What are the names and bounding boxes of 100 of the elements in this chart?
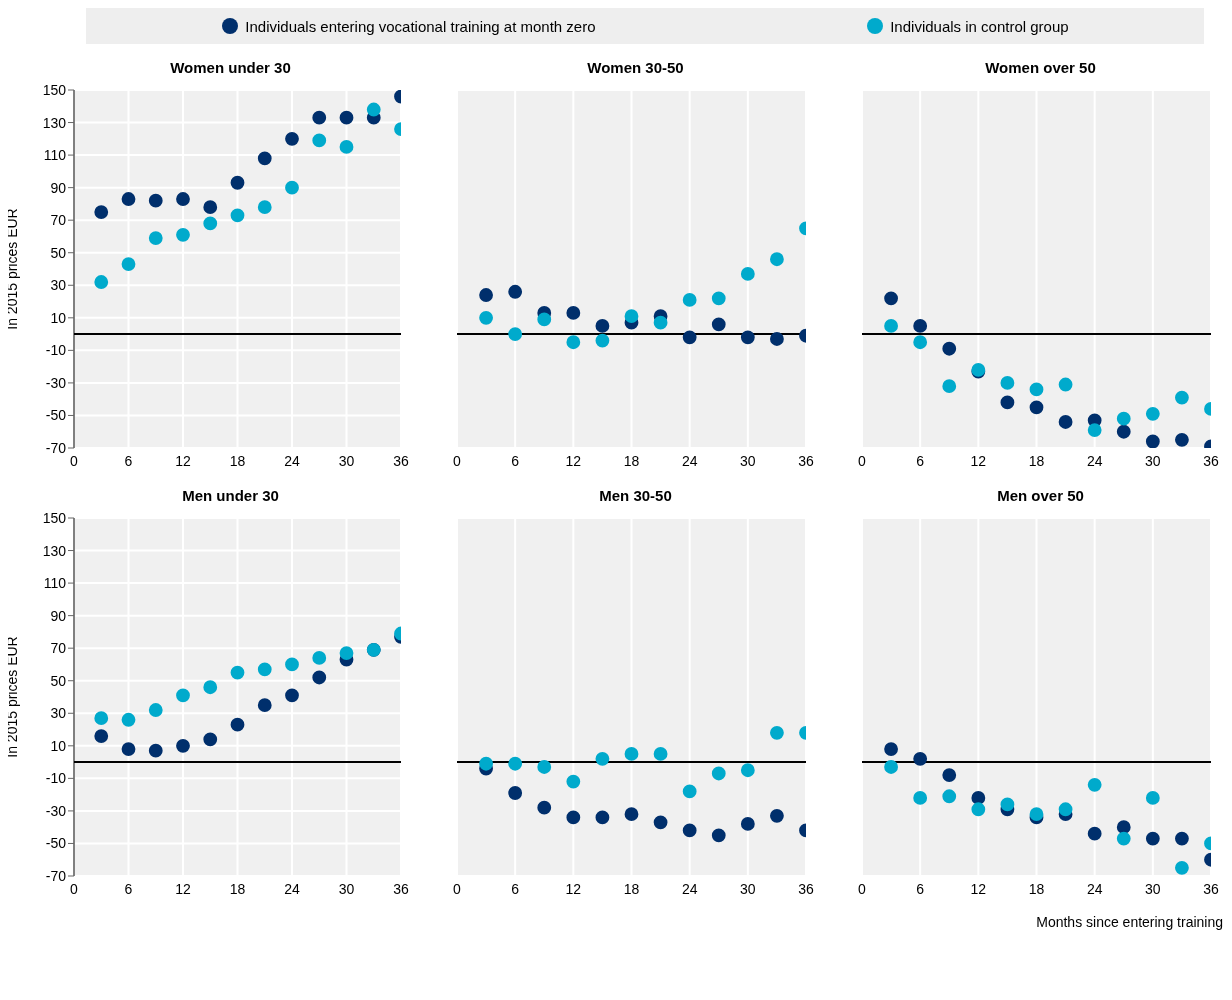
chart-title: Women over 50 [984,58,1097,78]
y-tick-label: 90 [50,179,67,196]
point [508,756,523,771]
point [285,131,299,146]
point [770,252,784,267]
point [595,319,610,333]
point [257,200,272,215]
x-tick-label: 12 [970,452,987,469]
point [942,789,957,804]
point [740,763,755,778]
point [1145,831,1160,846]
y-tick-label: -70 [45,439,67,456]
y-tick-label: 130 [42,114,67,131]
point [312,651,327,665]
x-tick-label: 6 [124,452,133,469]
x-tick-label: 24 [284,452,300,469]
y-tick-label: 90 [50,607,67,624]
point [257,698,272,713]
point [94,729,109,743]
point [682,823,697,838]
point [203,680,218,695]
point [624,807,639,822]
point [203,200,218,215]
point [682,784,697,799]
legend-label: Individuals in control group [889,17,1069,35]
point [285,688,299,703]
point [1116,820,1131,835]
y-tick-label: 50 [50,672,67,689]
point [203,732,218,747]
y-tick-label: -50 [45,407,67,424]
point [740,330,755,345]
point [285,180,299,195]
point [682,293,697,307]
y-tick-label: 70 [50,212,67,229]
point [1029,400,1044,415]
y-tick-label: 30 [50,277,67,294]
legend-label: Individuals entering vocational training at month zero [244,17,596,35]
point [285,657,299,672]
x-tick-label: 18 [623,452,640,469]
chart-title: Men over 50 [996,486,1085,506]
point [770,332,784,346]
point [595,810,610,825]
y-tick-label: 10 [50,737,67,754]
point [508,284,523,299]
x-tick-label: 30 [740,880,756,897]
point [971,802,986,817]
point [1116,424,1131,439]
x-tick-label: 0 [453,452,462,469]
point [913,335,928,350]
chart-title: Women under 30 [169,58,292,78]
y-tick-label: 130 [42,542,67,559]
x-tick-label: 30 [1145,880,1161,897]
point [1000,376,1015,390]
point [884,742,898,756]
point [121,257,136,272]
x-tick-label: 30 [338,452,355,469]
point [1087,826,1102,841]
point [566,810,581,825]
point [653,315,668,330]
point [1058,377,1073,392]
point [1116,831,1131,846]
point [1175,831,1189,846]
x-tick-label: 6 [916,880,925,897]
x-tick-label: 24 [681,452,698,469]
point [479,310,493,325]
point [94,711,109,726]
y-tick-label: 150 [42,81,67,98]
x-tick-label: 0 [858,452,867,469]
point [121,712,136,727]
chart-title: Women 30-50 [586,58,685,78]
point [711,828,726,843]
point [624,309,639,324]
point [942,768,957,783]
x-tick-label: 0 [858,880,867,897]
y-tick-label: 150 [42,509,67,526]
point [230,208,245,223]
x-tick-label: 36 [393,880,409,897]
point [653,815,668,830]
point [942,379,957,394]
point [176,688,190,703]
point [257,151,272,166]
point [624,747,639,761]
point [1175,390,1189,405]
point [312,110,327,125]
y-tick-label: -10 [45,770,67,787]
y-tick-label: 70 [50,640,67,657]
x-tick-label: 0 [70,452,79,469]
point [176,738,190,753]
point [682,330,697,345]
y-tick-label: 10 [50,309,67,326]
y-tick-label: 50 [50,244,67,261]
y-tick-label: 30 [50,705,67,722]
point [94,275,109,289]
x-tick-label: 12 [175,452,191,469]
x-axis-title: Months since entering training [1035,914,1223,930]
x-tick-label: 6 [916,452,925,469]
point [479,756,493,771]
x-tick-label: 36 [1203,880,1219,897]
x-tick-label: 18 [1028,452,1045,469]
point [312,133,327,148]
